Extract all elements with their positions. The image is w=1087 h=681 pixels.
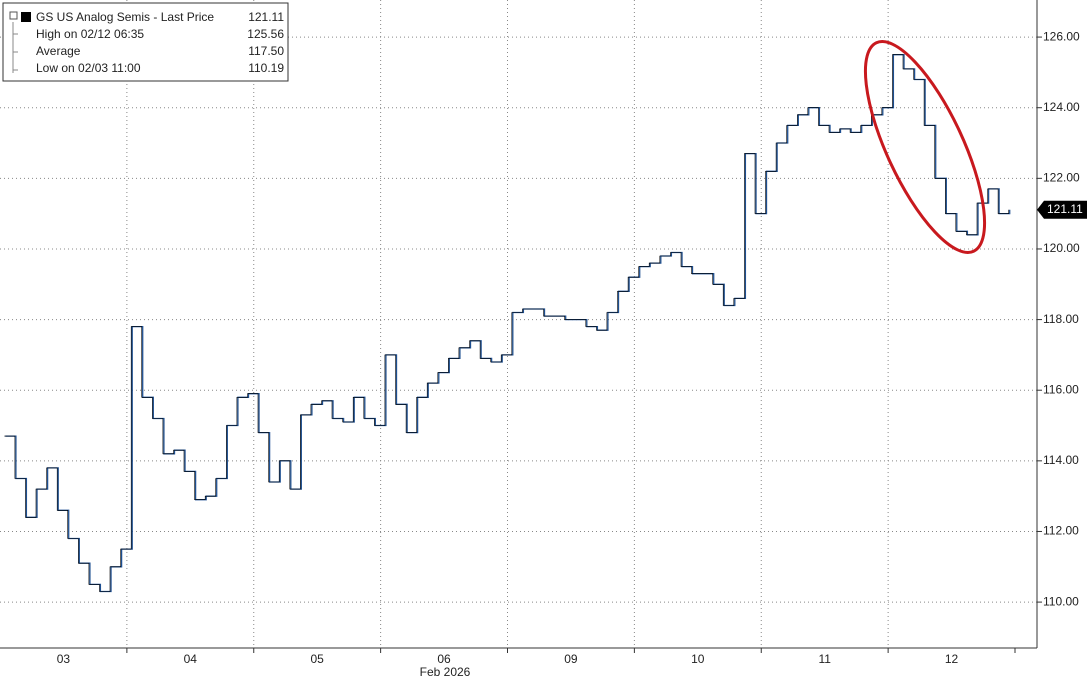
y-tick-label: 116.00: [1043, 382, 1079, 396]
x-tick-label: 09: [564, 652, 578, 666]
last-price-label: 121.11: [1047, 202, 1083, 216]
y-tick-label: 110.00: [1043, 594, 1079, 608]
last-price-badge: [1037, 200, 1087, 219]
legend-swatch: [21, 12, 31, 22]
plot-area: [0, 0, 1037, 648]
x-tick-label: 06: [437, 652, 451, 666]
x-tick-label: 03: [57, 652, 71, 666]
legend-label: Average: [36, 44, 81, 58]
legend-value: 117.50: [248, 44, 284, 58]
x-axis-label: Feb 2026: [420, 665, 471, 679]
price-line: [5, 54, 1011, 593]
y-tick-label: 118.00: [1043, 312, 1079, 326]
x-tick-label: 12: [945, 652, 959, 666]
y-tick-label: 124.00: [1043, 100, 1080, 114]
y-tick-label: 122.00: [1043, 171, 1080, 185]
legend-label: GS US Analog Semis - Last Price: [36, 10, 214, 24]
legend-tree: [12, 22, 18, 73]
highlight-ellipse: [863, 40, 987, 254]
y-tick-label: 114.00: [1043, 453, 1079, 467]
legend-value: 125.56: [247, 27, 284, 41]
x-tick-label: 11: [818, 652, 831, 666]
legend-value: 121.11: [248, 10, 284, 24]
x-tick-label: 04: [184, 652, 198, 666]
legend: GS US Analog Semis - Last Price 121.11 H…: [2, 2, 289, 82]
legend-value: 110.19: [248, 61, 284, 75]
legend-label: High on 02/12 06:35: [36, 27, 144, 41]
x-tick-label: 05: [311, 652, 325, 666]
legend-toggle: [9, 11, 18, 20]
y-tick-label: 126.00: [1043, 29, 1080, 43]
y-tick-label: 112.00: [1043, 524, 1079, 538]
x-tick-label: 10: [691, 652, 705, 666]
legend-box: [2, 2, 289, 82]
price-line-shadow: [4, 54, 1009, 592]
legend-label: Low on 02/03 11:00: [36, 61, 141, 75]
y-tick-label: 120.00: [1043, 241, 1080, 255]
